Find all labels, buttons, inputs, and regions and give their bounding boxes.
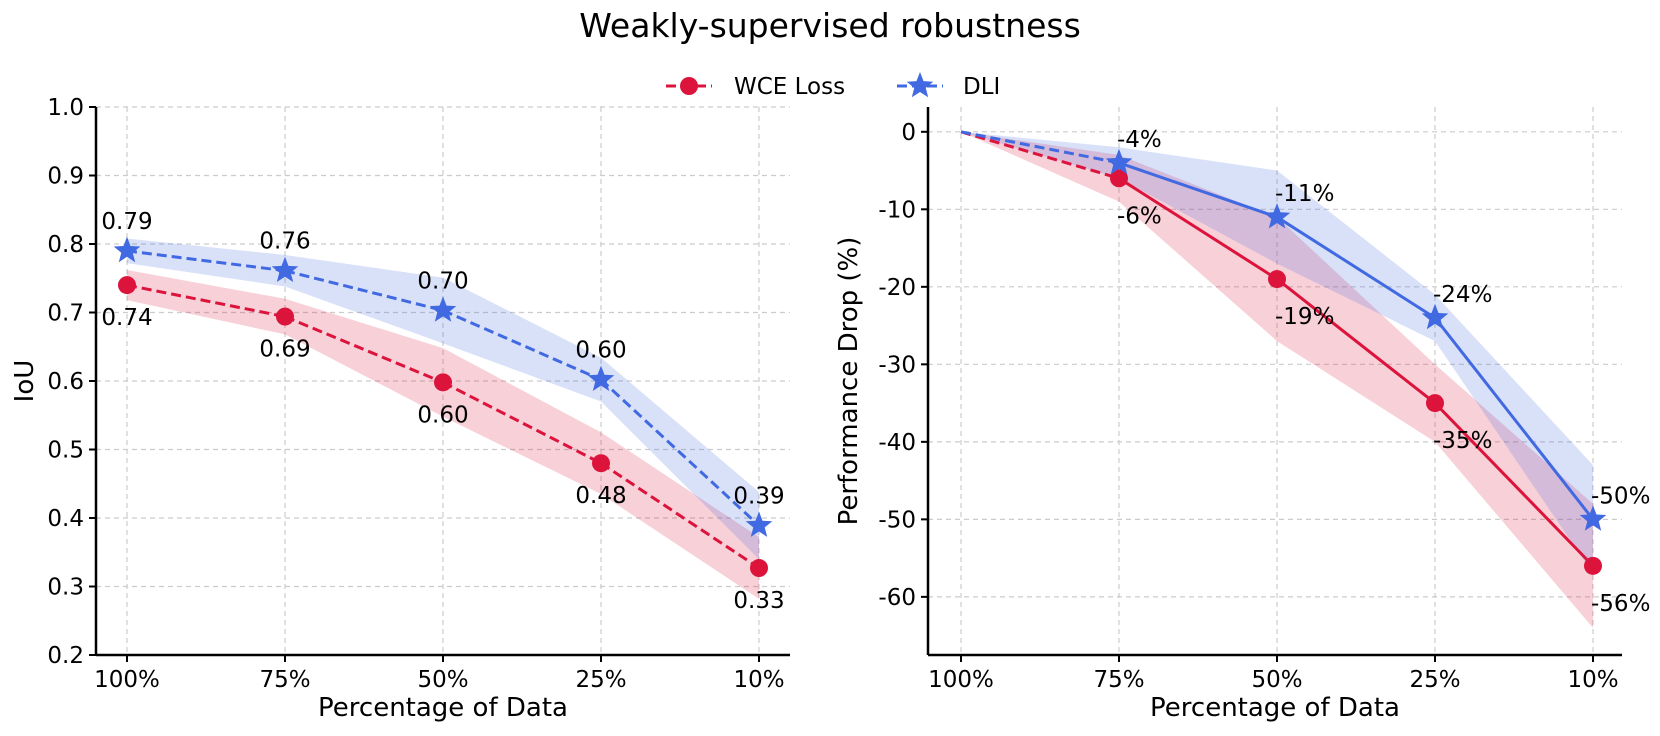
right-data-label-dli: -11% (1275, 181, 1334, 207)
left-line-segment-wce (600, 461, 760, 570)
left-data-label-wce: 0.48 (575, 483, 626, 509)
legend-marker-wce-circle-icon (680, 77, 698, 95)
left-line-segment-dli (442, 309, 602, 382)
right-ytick-label: -60 (878, 585, 916, 611)
left-ytick-label: 1.0 (47, 95, 84, 121)
left-point-dli (271, 256, 299, 282)
right-data-label-dli: -4% (1117, 127, 1162, 153)
right-xtick-label: 75% (1093, 667, 1144, 693)
right-ytick-label: -10 (878, 197, 916, 223)
right-x-axis-label: Percentage of Data (1150, 693, 1400, 723)
left-line-segment-wce (284, 315, 444, 384)
right-band-wce (961, 131, 1593, 628)
right-data-label-wce: -19% (1275, 304, 1334, 330)
right-xtick-label: 25% (1409, 667, 1460, 693)
left-point-dli (113, 236, 141, 263)
legend-marker-dli-star-icon (906, 72, 934, 98)
right-line-segment-wce (1276, 277, 1436, 405)
left-ytick-label: 0.2 (47, 643, 84, 669)
left-point-dli (745, 511, 773, 537)
left-ytick-label: 0.6 (47, 369, 84, 395)
right-line-segment-dli (1433, 316, 1595, 521)
left-data-label-wce: 0.74 (101, 305, 152, 331)
left-ytick-label: 0.9 (47, 164, 84, 190)
left-x-axis-label: Percentage of Data (318, 693, 568, 723)
left-line-segment-dli (599, 378, 761, 527)
left-point-wce (592, 454, 610, 473)
right-data-label-wce: -35% (1433, 428, 1492, 454)
figure-title: Weakly-supervised robustness (579, 6, 1081, 45)
right-point-wce (1584, 556, 1602, 575)
right-data-label-wce: -56% (1591, 591, 1650, 617)
legend-label-dli: DLI (963, 74, 1000, 100)
left-data-label-wce: 0.33 (733, 588, 784, 614)
left-ytick-label: 0.5 (47, 438, 84, 464)
left-xtick-label: 25% (575, 667, 626, 693)
right-xtick-label: 100% (928, 667, 994, 693)
left-data-label-wce: 0.69 (259, 337, 310, 363)
right-data-label-wce: -6% (1117, 203, 1162, 229)
right-plot-performance-drop: -6% -19% -35% -56% -4% -11% -24% -50% 0 -10 -20 -30… (834, 107, 1650, 723)
left-ytick-label: 0.3 (47, 575, 84, 601)
left-xtick-label: 10% (733, 667, 784, 693)
right-line-segment-wce (1118, 177, 1278, 281)
left-ytick-label: 0.4 (47, 506, 84, 532)
left-y-axis-label: IoU (10, 360, 40, 403)
right-ytick-label: -50 (878, 507, 916, 533)
right-line-segment-dli (1118, 161, 1278, 219)
left-data-label-dli: 0.39 (733, 484, 784, 510)
right-point-wce (1110, 169, 1128, 188)
left-xtick-label: 75% (259, 667, 310, 693)
right-point-dli (1579, 505, 1607, 531)
right-data-label-dli: -24% (1433, 282, 1492, 308)
left-point-wce (750, 559, 768, 578)
right-point-dli (1263, 203, 1291, 229)
right-line-segment-wce (1433, 402, 1595, 567)
left-line-segment-dli (126, 249, 286, 273)
right-data-label-dli: -50% (1591, 483, 1650, 509)
left-data-label-wce: 0.60 (417, 402, 468, 428)
left-band-wce (127, 270, 759, 599)
left-ytick-label: 0.8 (47, 232, 84, 258)
left-point-wce (276, 307, 294, 326)
right-xtick-label: 10% (1567, 667, 1618, 693)
right-point-wce (1268, 270, 1286, 289)
right-point-dli (1105, 148, 1133, 175)
left-point-dli (429, 296, 457, 322)
left-line-segment-wce (126, 283, 286, 319)
right-ytick-label: -30 (878, 352, 916, 378)
left-point-wce (118, 276, 136, 295)
left-ytick-label: 0.7 (47, 301, 84, 327)
left-data-label-dli: 0.76 (259, 229, 310, 255)
left-plot-iou: 0.74 0.69 0.60 0.48 0.33 0.79 0.76 0.70 0.60 0.39… (10, 95, 790, 723)
left-data-label-dli: 0.60 (575, 338, 626, 364)
left-xtick-label: 50% (417, 667, 468, 693)
left-data-label-dli: 0.70 (417, 268, 468, 294)
right-line-segment-wce (960, 130, 1120, 180)
legend: WCE Loss DLI (666, 72, 1000, 100)
legend-label-wce: WCE Loss (734, 74, 845, 100)
left-data-label-dli: 0.79 (101, 209, 152, 235)
right-ytick-label: -40 (878, 430, 916, 456)
right-point-dli (1421, 303, 1449, 330)
left-point-dli (587, 365, 615, 391)
left-line-segment-dli (284, 269, 444, 312)
right-ytick-label: 0 (901, 120, 916, 146)
left-xtick-label: 100% (94, 667, 160, 693)
right-line-segment-dli (1276, 215, 1436, 320)
right-point-wce (1426, 394, 1444, 413)
right-line-segment-dli (960, 130, 1120, 165)
right-y-axis-label: Performance Drop (%) (834, 237, 864, 526)
right-xtick-label: 50% (1251, 667, 1302, 693)
left-point-wce (434, 373, 452, 392)
right-ytick-label: -20 (878, 275, 916, 301)
